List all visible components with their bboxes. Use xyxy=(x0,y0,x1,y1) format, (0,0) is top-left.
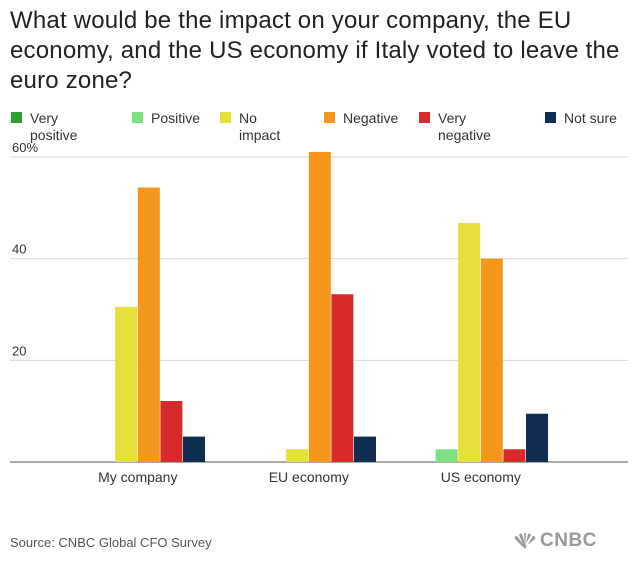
legend-swatch xyxy=(132,112,143,123)
legend-swatch xyxy=(11,112,22,123)
legend-item-no-impact: No impact xyxy=(220,110,301,144)
x-tick-label: EU economy xyxy=(269,469,349,485)
bar-very-negative xyxy=(160,401,183,462)
legend-label: Very negative xyxy=(438,110,491,143)
y-tick-label: 40 xyxy=(12,242,26,257)
bar-negative xyxy=(308,151,331,462)
legend-label: Negative xyxy=(343,110,399,126)
legend-label: Very positive xyxy=(30,110,78,143)
bar-not-sure xyxy=(526,413,548,462)
legend-swatch xyxy=(545,112,556,123)
bar-positive xyxy=(435,449,458,462)
chart-title: What would be the impact on your company… xyxy=(10,7,620,94)
legend-label: Positive xyxy=(151,110,201,126)
legend-label: No impact xyxy=(239,110,281,143)
legend-item-very-positive: Very positive xyxy=(11,110,92,144)
bar-chart: 60% 40 20 My company EU economy US economy xyxy=(10,140,628,485)
bar-no-impact xyxy=(458,223,481,462)
legend-item-positive: Positive xyxy=(132,110,213,127)
y-tick-label: 20 xyxy=(12,343,26,358)
bar-no-impact xyxy=(115,306,138,462)
x-tick-label: My company xyxy=(98,469,177,485)
bar-no-impact xyxy=(286,449,309,462)
legend-swatch xyxy=(220,112,231,123)
x-tick-label: US economy xyxy=(441,469,521,485)
peacock-icon xyxy=(514,533,536,549)
legend-swatch xyxy=(324,112,335,123)
bar-very-negative xyxy=(503,449,526,462)
bar-negative xyxy=(137,187,160,462)
legend-label: Not sure xyxy=(564,110,617,126)
bar-not-sure xyxy=(354,436,376,462)
logo-text: CNBC xyxy=(540,530,597,551)
source-note: Source: CNBC Global CFO Survey xyxy=(10,535,212,550)
legend-swatch xyxy=(419,112,430,123)
legend-item-very-negative: Very negative xyxy=(419,110,500,144)
cnbc-logo: CNBC xyxy=(513,530,597,552)
bar-not-sure xyxy=(183,436,205,462)
bar-very-negative xyxy=(331,294,354,462)
legend-item-negative: Negative xyxy=(324,110,405,127)
legend-item-not-sure: Not sure xyxy=(545,110,626,127)
bar-negative xyxy=(480,258,503,462)
y-tick-label: 60% xyxy=(12,140,38,155)
